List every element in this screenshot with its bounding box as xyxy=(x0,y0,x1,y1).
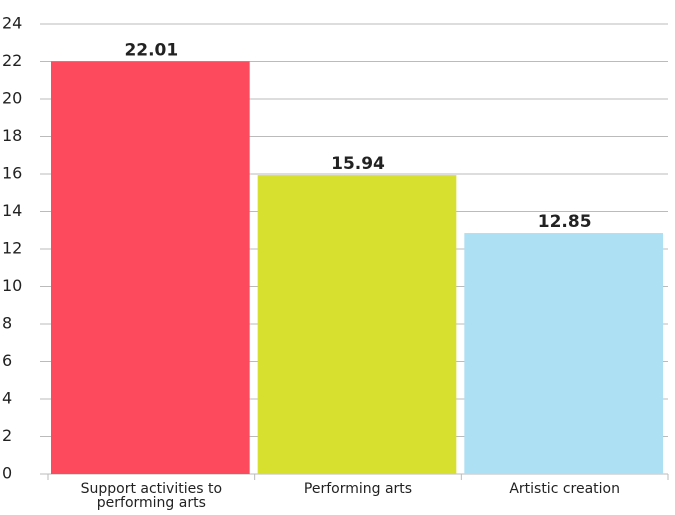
x-tick-label: Artistic creation xyxy=(509,481,620,497)
y-tick-label: 20 xyxy=(2,89,22,108)
y-tick-label: 4 xyxy=(2,389,12,408)
y-tick-label: 16 xyxy=(2,164,22,183)
y-tick-label: 18 xyxy=(2,126,22,145)
y-tick-label: 12 xyxy=(2,239,22,258)
y-tick-label: 2 xyxy=(2,426,12,445)
x-tick-label: Performing arts xyxy=(303,481,413,497)
y-tick-label: 22 xyxy=(2,51,22,70)
value-label: 15.94 xyxy=(331,154,385,174)
y-tick-label: 8 xyxy=(2,314,12,333)
y-tick-label: 0 xyxy=(2,464,12,483)
x-tick-label: Support activities to performing arts xyxy=(80,481,223,511)
bar xyxy=(464,233,663,474)
y-tick-label: 10 xyxy=(2,276,22,295)
bar xyxy=(257,175,457,474)
value-label: 22.01 xyxy=(124,40,178,60)
bar xyxy=(51,61,250,474)
y-tick-label: 6 xyxy=(2,351,12,370)
y-tick-label: 14 xyxy=(2,201,22,220)
y-tick-label: 24 xyxy=(2,14,22,33)
value-label: 12.85 xyxy=(538,212,592,232)
